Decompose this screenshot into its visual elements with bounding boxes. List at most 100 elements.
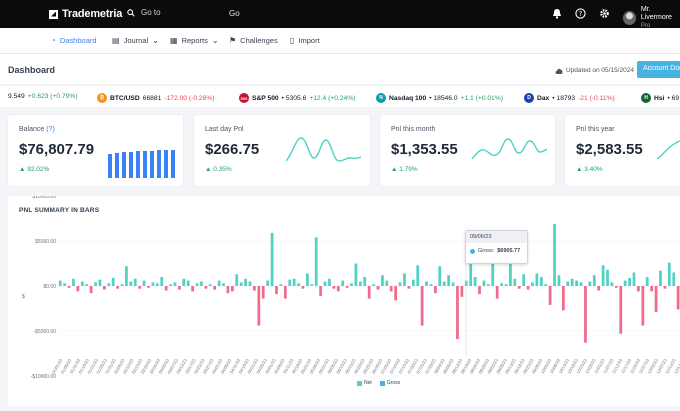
balance-value: $76,807.79 [19, 141, 95, 158]
help-icon[interactable]: (?) [46, 126, 55, 133]
ticker-item[interactable]: H Hsi • 69 [641, 93, 679, 103]
ticker-item[interactable]: 9.549 +0.623 (+0.79%) [8, 93, 78, 100]
chevron-down-icon: ⌄ [211, 36, 219, 45]
pnl-bar [659, 270, 662, 286]
pnl-bar [562, 286, 565, 311]
balance-change: ▲ 92.02% [19, 166, 50, 173]
pnl-bar [354, 263, 358, 286]
pnl-bar [279, 284, 283, 286]
pnl-bar [570, 278, 574, 286]
pnl-bar [632, 272, 636, 286]
ticker-price: • 18793 [552, 94, 576, 102]
pnl-bar [306, 273, 309, 286]
bell-icon[interactable] [550, 7, 563, 20]
pnl-bar [531, 282, 534, 286]
pnl-bar [85, 284, 89, 286]
nav-dashboard[interactable]: ◔ Dashboard [51, 36, 97, 45]
nav-challenges[interactable]: ⚑ Challenges [229, 36, 278, 45]
ticker-item[interactable]: D Dax • 18793 -21 (-0.11%) [524, 93, 615, 103]
ticker-item[interactable]: N Nasdaq 100 • 18546.0 +1.1 (+0.01%) [376, 93, 503, 103]
go-button[interactable]: Go [229, 9, 240, 18]
y-axis-label: $ [22, 294, 25, 300]
pnl-year-label: Pnl this year [576, 126, 615, 133]
nav-reports[interactable]: ▦ Reports ⌄ [170, 36, 219, 45]
user-plan: Pro [640, 23, 651, 29]
ticker-price: • 69 [667, 94, 680, 102]
pnl-bar [469, 259, 473, 286]
pnl-bar [407, 286, 411, 289]
pnl-year-value: $2,583.55 [576, 141, 643, 158]
pnl-bar [447, 275, 450, 286]
pnl-bar [628, 277, 631, 286]
pnl-bar [253, 286, 256, 291]
pnl-bar [164, 286, 168, 291]
pnl-bar [310, 284, 314, 286]
pnl-bar [420, 286, 424, 326]
pnl-bar [394, 286, 398, 301]
pnl-bar [486, 284, 490, 286]
x-tick-label: 12/17/23 [673, 357, 680, 374]
pnl-bar [58, 280, 62, 286]
user-menu[interactable]: Mr. Livermore Pro [623, 6, 680, 30]
pnl-bar [67, 286, 71, 288]
hsi-icon: H [641, 93, 651, 103]
pnl-bar [575, 280, 578, 286]
y-tick-label: $10000.00 [32, 196, 56, 200]
pnl-bar [80, 281, 84, 286]
pnl-bar [191, 286, 194, 292]
ticker-change: +12.4 (+0.24%) [309, 94, 356, 102]
pnl-bar [403, 273, 406, 286]
dashboard-header: Dashboard Updated on 05/15/2024 Account … [0, 54, 680, 84]
pnl-bar [495, 286, 499, 299]
nav-journal[interactable]: ▤ Journal ⌄ [112, 36, 159, 45]
brand-logo[interactable]: Trademetria [49, 8, 122, 20]
nasdaq-icon: N [376, 93, 386, 103]
gear-icon[interactable] [598, 7, 611, 20]
pnl-bar [500, 283, 503, 286]
tooltip-series-dot [470, 248, 475, 254]
legend-gross-swatch [379, 380, 385, 386]
search-input[interactable]: Go to [127, 8, 161, 17]
balance-card: Balance (?) $76,807.79 ▲ 92.02% [8, 115, 183, 186]
ticker-item[interactable]: ₿ BTC/USD 66881 -172.00 (-0.26%) [97, 93, 215, 103]
pnl-month-card: Pnl this month $1,353.55 ▲ 1.79% [380, 115, 555, 186]
pnl-bar [588, 281, 592, 286]
pnl-bar [222, 283, 225, 286]
ticker-name: Dax [537, 94, 550, 102]
pnl-bar-chart[interactable]: $10000.00 $5000.00 $0.00 -$5000.00 -$10000.0… [8, 196, 680, 406]
pnl-bar [592, 275, 596, 286]
pnl-bar [208, 284, 212, 286]
pnl-bar [275, 286, 278, 295]
pnl-bar [230, 286, 234, 292]
legend-net[interactable]: Net [357, 380, 372, 386]
pnl-bar [129, 281, 133, 286]
ticker-change: -172.00 (-0.26%) [164, 94, 215, 102]
sp500-icon: 500 [239, 93, 249, 103]
search-placeholder: Go to [141, 8, 161, 17]
top-bar: Trademetria Go to Go ? Mr. Livermore Pro [0, 0, 680, 30]
pnl-bar [517, 286, 521, 289]
pnl-bar [63, 283, 66, 286]
ticker-change: +1.1 (+0.01%) [460, 94, 503, 102]
nav-dashboard-label: Dashboard [59, 36, 97, 45]
ticker-item[interactable]: 500 S&P 500 • 5305.6 +12.4 (+0.24%) [239, 93, 355, 103]
nav-import[interactable]: ▯ Import [290, 36, 320, 45]
y-tick-label: -$10000.00 [31, 374, 57, 380]
pnl-bar [650, 286, 654, 292]
pnl-bar [204, 286, 208, 289]
challenges-icon: ⚑ [229, 36, 237, 45]
last-day-pnl-card: Last day Pnl $266.75 ▲ 0.35% [194, 115, 370, 186]
pnl-bar [328, 278, 331, 286]
legend-gross[interactable]: Gross [379, 380, 400, 386]
pnl-bar [601, 265, 605, 286]
account-dropdown-button[interactable]: Account Dom [637, 61, 680, 78]
pnl-bar [195, 283, 199, 286]
pnl-bar [398, 282, 402, 286]
pnl-bar [385, 280, 389, 286]
last-day-pnl-change: ▲ 0.35% [205, 166, 232, 173]
help-icon[interactable]: ? [574, 7, 587, 20]
balance-label: Balance (?) [19, 126, 55, 133]
pnl-bar [491, 261, 495, 286]
pnl-summary-panel: PNL SUMMARY IN BARS $10000.00 $5000.00 $0.… [8, 196, 680, 406]
tooltip-label: Gross: [478, 248, 495, 254]
